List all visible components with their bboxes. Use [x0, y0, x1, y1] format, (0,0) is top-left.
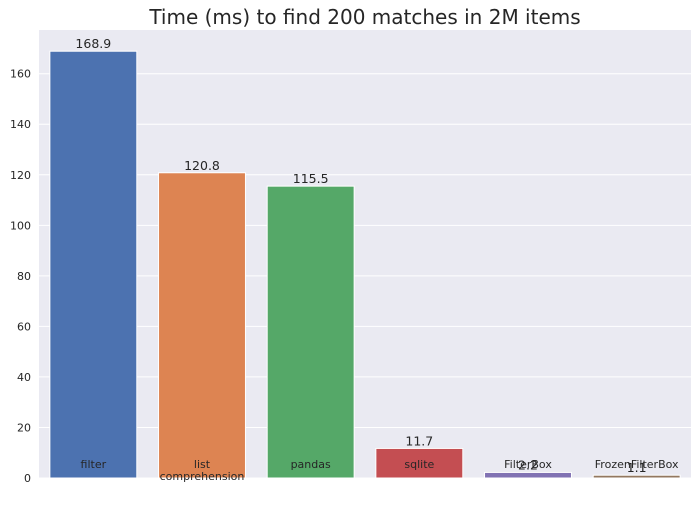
bar-value-label: 120.8	[184, 158, 220, 173]
x-tick-label: pandas	[291, 458, 331, 471]
y-tick-label: 80	[17, 270, 31, 283]
x-tick-label: filter	[81, 458, 107, 471]
y-tick-label: 160	[10, 68, 31, 81]
x-tick-label: list	[194, 458, 211, 471]
data-labels: 168.9 120.8 115.5 11.7 2.2 1.1	[75, 36, 646, 475]
bar	[375, 447, 464, 479]
y-tick-label: 0	[24, 472, 31, 485]
gridlines	[39, 73, 691, 479]
y-tick-label: 60	[17, 320, 31, 333]
bar	[484, 471, 572, 479]
x-tick-label: sqlite	[404, 458, 434, 471]
bar-value-label: 2.2	[518, 457, 538, 472]
y-tick-label: 20	[17, 421, 31, 434]
chart-title: Time (ms) to find 200 matches in 2M item…	[148, 5, 580, 29]
bar	[592, 474, 681, 479]
bar	[158, 172, 246, 479]
bar-value-label: 11.7	[405, 433, 433, 448]
bar	[49, 50, 138, 479]
bar	[266, 185, 355, 479]
y-tick-label: 120	[10, 169, 31, 182]
x-tick-label: FilterBox	[504, 458, 552, 471]
x-tick-label: comprehension	[160, 470, 245, 483]
y-tick-label: 140	[10, 118, 31, 131]
plot-area	[39, 30, 691, 478]
bars	[49, 50, 681, 479]
x-tick-label: FrozenFilterBox	[595, 458, 679, 471]
y-axis-ticks: 0 20 40 60 80 100 120 140 160	[10, 68, 31, 485]
bar-value-label: 115.5	[293, 171, 329, 186]
bar-value-label: 168.9	[75, 36, 111, 51]
y-tick-label: 40	[17, 371, 31, 384]
bar-value-label: 1.1	[627, 460, 647, 475]
y-tick-label: 100	[10, 219, 31, 232]
